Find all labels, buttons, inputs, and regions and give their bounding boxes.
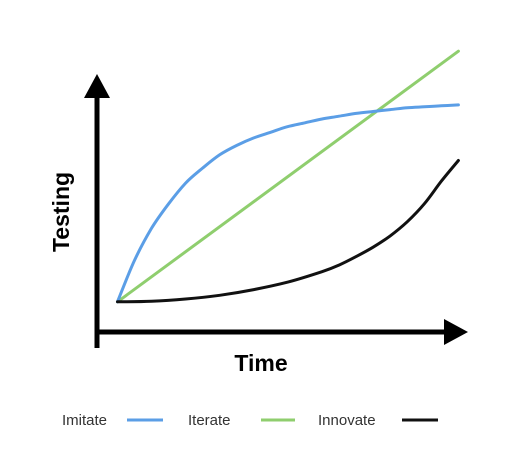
legend-label-innovate: Innovate — [318, 412, 376, 429]
x-axis-arrowhead — [444, 319, 468, 345]
series-layer — [116, 49, 460, 304]
series-line-imitate — [116, 103, 460, 304]
x-axis-title: Time — [234, 350, 287, 376]
series-line-innovate — [116, 159, 460, 304]
series-line-iterate — [116, 49, 460, 304]
legend: Imitate Iterate Innovate — [62, 412, 438, 429]
legend-label-iterate: Iterate — [188, 412, 231, 429]
y-axis-title: Testing — [48, 172, 74, 252]
legend-label-imitate: Imitate — [62, 412, 107, 429]
y-axis-arrowhead — [84, 74, 110, 98]
